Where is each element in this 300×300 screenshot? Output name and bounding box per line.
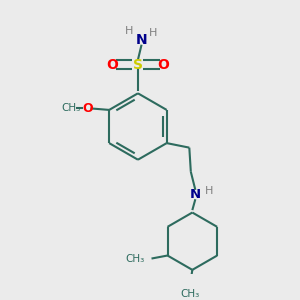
Text: N: N — [190, 188, 201, 201]
Text: O: O — [106, 58, 118, 72]
Text: CH₃: CH₃ — [126, 254, 145, 263]
Text: N: N — [136, 33, 147, 47]
Text: O: O — [82, 102, 93, 115]
Text: CH₃: CH₃ — [61, 103, 80, 113]
Text: S: S — [133, 58, 143, 72]
Text: H: H — [125, 26, 133, 36]
Text: H: H — [204, 186, 213, 196]
Text: H: H — [149, 28, 157, 38]
Text: CH₃: CH₃ — [180, 290, 200, 299]
Text: O: O — [158, 58, 169, 72]
